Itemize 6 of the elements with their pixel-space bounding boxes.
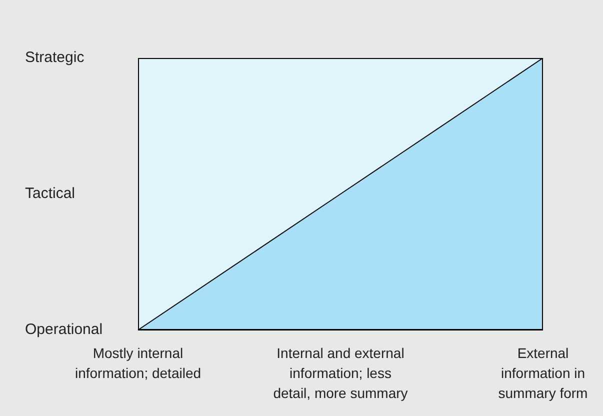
- text: Tactical: [25, 184, 76, 204]
- x-tick-label: Internal and external information; less detail, more summary: [273, 345, 408, 401]
- text: Strategic: [25, 48, 84, 68]
- text: Operational: [25, 320, 103, 340]
- x-tick-label: Mostly internal information; detailed: [74, 345, 202, 381]
- x-tick-label: External information in summary form: [498, 345, 588, 401]
